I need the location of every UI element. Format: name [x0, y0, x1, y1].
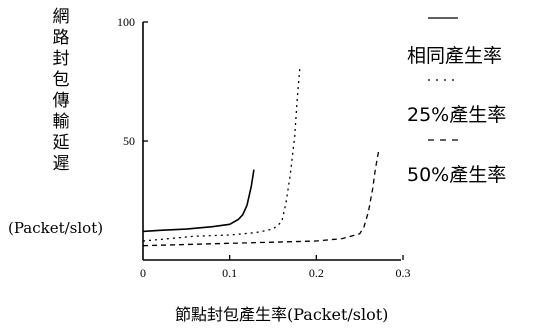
x-tick-label: 0.2 [309, 266, 324, 280]
y-axis-label-char: 網 [52, 7, 70, 27]
legend-label-3: 50%產生率 [407, 164, 507, 186]
y-axis-label-char: 輸 [52, 112, 70, 132]
x-axis-label: 節點封包產生率(Packet/slot) [175, 305, 389, 324]
y-tick-label: 100 [117, 15, 135, 29]
legend-label-1: 相同產生率 [407, 45, 503, 67]
axes: 100 50 0 0.1 0.2 0.3 [117, 15, 411, 280]
y-axis-label-char: 封 [52, 49, 70, 69]
y-axis-label-char: 遲 [52, 154, 70, 174]
legend-label-2: 25%產生率 [407, 104, 507, 126]
series-layer [142, 67, 380, 247]
y-axis-label-char: 傳 [52, 91, 70, 111]
x-tick-label: 0.1 [222, 266, 237, 280]
y-axis-unit: (Packet/slot) [8, 219, 104, 237]
y-axis-label-char: 路 [52, 28, 70, 48]
x-tick-label: 0.3 [396, 266, 411, 280]
y-axis-label-char: 延 [52, 133, 70, 153]
y-axis-label-char: 包 [52, 70, 70, 90]
series-line-1 [142, 169, 255, 233]
legend-lines [428, 17, 458, 141]
y-tick-label: 50 [123, 134, 135, 148]
series-line-2 [142, 67, 301, 242]
series-line-3 [142, 150, 380, 247]
x-tick-label: 0 [140, 266, 146, 280]
